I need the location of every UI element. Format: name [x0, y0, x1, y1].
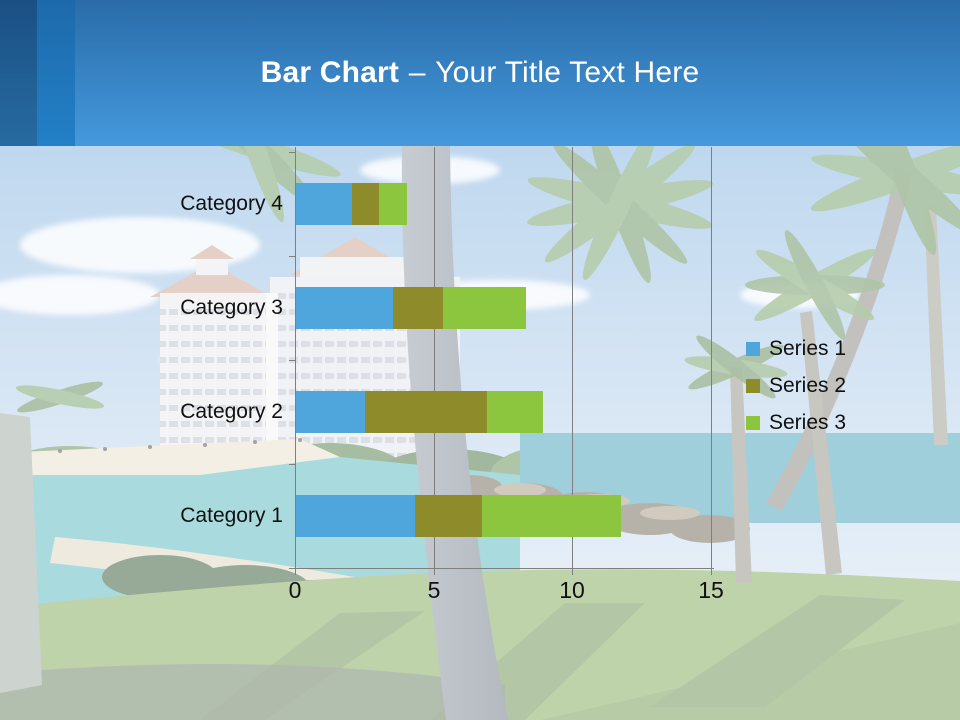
gridline: [711, 147, 712, 568]
category-axis-labels: Category 4 Category 3 Category 2 Category 1: [0, 152, 283, 568]
bar-segment: [296, 391, 366, 433]
bar-segment: [442, 287, 527, 329]
y-axis-tick: [289, 464, 296, 465]
x-axis-tick: [295, 568, 296, 575]
x-axis-tick: [711, 568, 712, 575]
accent-stripe-mid: [37, 0, 75, 146]
bar-segment: [296, 495, 416, 537]
slide-title-text: Your Title Text Here: [435, 56, 700, 89]
gridline: [434, 147, 435, 568]
title-bar: Bar Chart – Your Title Text Here: [0, 0, 960, 146]
chart-row: [296, 256, 712, 360]
bar-segment: [379, 183, 407, 225]
y-axis-tick: [289, 152, 296, 153]
x-axis-tick-label: 5: [427, 577, 441, 603]
stacked-bar: [296, 183, 407, 225]
accent-stripe-dark: [0, 0, 37, 146]
x-axis-tick-label: 10: [559, 577, 585, 603]
category-label: Category 2: [180, 400, 283, 423]
slide-title-separator: –: [408, 56, 426, 89]
legend-swatch: [746, 378, 760, 393]
bar-segment: [415, 495, 482, 537]
x-axis-tick: [434, 568, 435, 575]
legend-label: Series 3: [769, 410, 847, 434]
chart-row: [296, 152, 712, 256]
legend-item: Series 2: [746, 367, 846, 404]
x-axis-tick: [572, 568, 573, 575]
y-axis-tick: [289, 568, 296, 569]
legend-label: Series 1: [769, 336, 847, 360]
slide-title-bold: Bar Chart: [260, 56, 400, 89]
chart-row: [296, 464, 712, 568]
category-label: Category 4: [180, 192, 283, 215]
plot-area: [296, 152, 712, 568]
legend: Series 1 Series 2 Series 3: [746, 330, 846, 441]
stacked-bar: [296, 391, 543, 433]
bar-segment: [351, 183, 380, 225]
bar-segment: [296, 287, 394, 329]
bar-segment: [296, 183, 352, 225]
legend-swatch: [746, 415, 760, 430]
category-label: Category 3: [180, 296, 283, 319]
x-axis-tick-label: 15: [698, 577, 724, 603]
y-axis-line: [295, 147, 296, 568]
bar-segment: [365, 391, 488, 433]
bar-segment: [393, 287, 443, 329]
slide-title: Bar Chart – Your Title Text Here: [0, 0, 960, 146]
y-axis-tick: [289, 360, 296, 361]
bar-segment: [487, 391, 543, 433]
stacked-bar: [296, 287, 527, 329]
chart-row: [296, 360, 712, 464]
legend-item: Series 3: [746, 404, 846, 441]
x-axis-line: [295, 568, 714, 569]
legend-item: Series 1: [746, 330, 846, 367]
legend-label: Series 2: [769, 373, 847, 397]
stacked-bar: [296, 495, 621, 537]
y-axis-tick: [289, 256, 296, 257]
x-axis-tick-label: 0: [288, 577, 302, 603]
gridline: [572, 147, 573, 568]
bar-segment: [481, 495, 621, 537]
legend-swatch: [746, 341, 760, 356]
category-label: Category 1: [180, 504, 283, 527]
